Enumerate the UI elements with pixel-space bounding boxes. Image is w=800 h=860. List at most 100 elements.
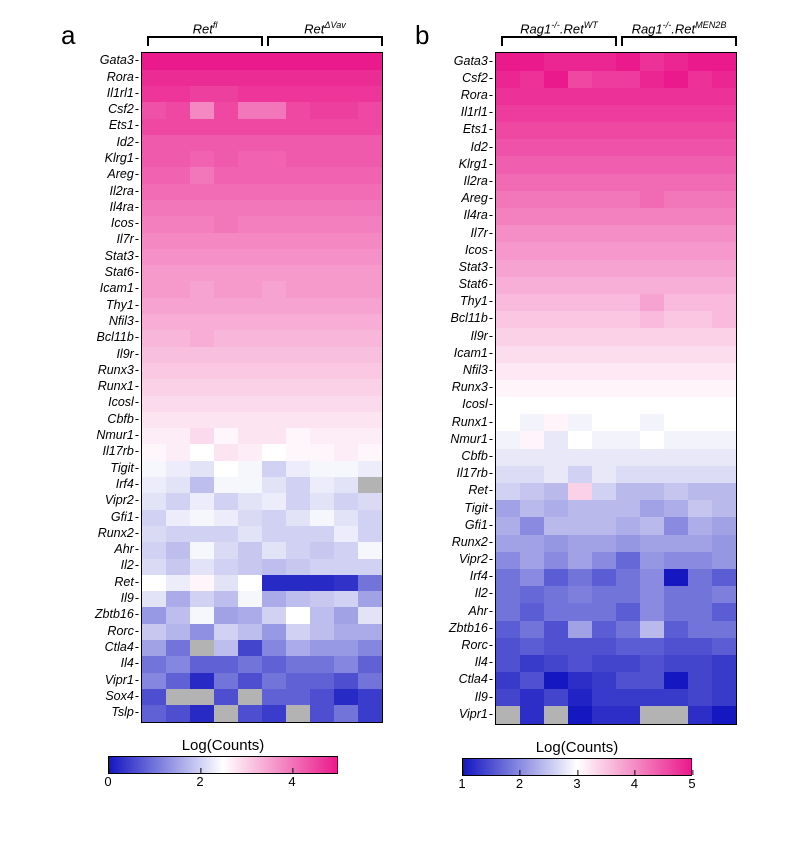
- heatmap-cell: [568, 517, 592, 534]
- heatmap-cell: [496, 569, 520, 586]
- heatmap-cell: [640, 569, 664, 586]
- heatmap-cell: [214, 86, 238, 102]
- heatmap-cell: [358, 135, 382, 151]
- heatmap-cell: [688, 225, 712, 242]
- heatmap-cell: [334, 281, 358, 297]
- heatmap-cell: [286, 216, 310, 232]
- heatmap-cell: [214, 249, 238, 265]
- heatmap-cell: [358, 477, 382, 493]
- heatmap-cell: [496, 88, 520, 105]
- heatmap-cell: [520, 466, 544, 483]
- heatmap-cell: [358, 461, 382, 477]
- heatmap-cell: [238, 363, 262, 379]
- heatmap-cell: [238, 281, 262, 297]
- heatmap-cell: [358, 559, 382, 575]
- heatmap-cell: [190, 281, 214, 297]
- heatmap-cell: [262, 444, 286, 460]
- heatmap-cell: [592, 191, 616, 208]
- heatmap-cell: [640, 449, 664, 466]
- heatmap-cell: [592, 311, 616, 328]
- heatmap-cell: [142, 673, 166, 689]
- heatmap-cell: [568, 689, 592, 706]
- heatmap-cell: [520, 328, 544, 345]
- heatmap-cell: [214, 624, 238, 640]
- heatmap-cell: [286, 461, 310, 477]
- heatmap-cell: [190, 200, 214, 216]
- heatmap-cell: [262, 526, 286, 542]
- heatmap-cell: [640, 122, 664, 139]
- heatmap-cell: [142, 265, 166, 281]
- heatmap-cell: [664, 689, 688, 706]
- heatmap-cell: [214, 656, 238, 672]
- heatmap-cell: [712, 535, 736, 552]
- heatmap-cell: [568, 225, 592, 242]
- gene-label: Ctla4: [83, 639, 141, 655]
- heatmap-cell: [214, 444, 238, 460]
- heatmap-cell: [214, 542, 238, 558]
- heatmap-cell: [592, 174, 616, 191]
- heatmap-cell: [664, 208, 688, 225]
- heatmap-cell: [214, 135, 238, 151]
- heatmap-cell: [310, 298, 334, 314]
- heatmap-cell: [358, 575, 382, 591]
- group-label: Retfl: [145, 20, 265, 52]
- gene-label: Nfil3: [437, 362, 495, 379]
- heatmap-cell: [616, 449, 640, 466]
- heatmap-cell: [616, 225, 640, 242]
- heatmap-cell: [190, 673, 214, 689]
- gene-label: Rora: [437, 87, 495, 104]
- panel-a: aRetflRetΔVavGata3RoraIl1rl1Csf2Ets1Id2K…: [61, 20, 385, 794]
- heatmap-cell: [568, 706, 592, 723]
- legend-tick: 2: [196, 774, 203, 789]
- heatmap-cell: [310, 607, 334, 623]
- heatmap-cell: [214, 477, 238, 493]
- heatmap-cell: [496, 500, 520, 517]
- heatmap-cell: [190, 542, 214, 558]
- heatmap-cell: [664, 105, 688, 122]
- heatmap-cell: [358, 233, 382, 249]
- heatmap-cell: [286, 591, 310, 607]
- heatmap-cell: [286, 102, 310, 118]
- heatmap-grid: [141, 52, 383, 722]
- heatmap-cell: [334, 559, 358, 575]
- heatmap-cell: [640, 621, 664, 638]
- gene-label: Il17rb: [83, 443, 141, 459]
- heatmap-cell: [544, 621, 568, 638]
- heatmap-cell: [568, 88, 592, 105]
- heatmap-cell: [142, 607, 166, 623]
- gene-label: Rora: [83, 69, 141, 85]
- heatmap-cell: [688, 603, 712, 620]
- heatmap-cell: [142, 347, 166, 363]
- heatmap-cell: [712, 122, 736, 139]
- heatmap-cell: [286, 689, 310, 705]
- heatmap-cell: [286, 200, 310, 216]
- heatmap-cell: [496, 139, 520, 156]
- heatmap-cell: [166, 102, 190, 118]
- heatmap-cell: [142, 542, 166, 558]
- heatmap-cell: [190, 396, 214, 412]
- heatmap-cell: [496, 706, 520, 723]
- gene-label: Icosl: [83, 395, 141, 411]
- heatmap-cell: [262, 689, 286, 705]
- heatmap-cell: [616, 466, 640, 483]
- heatmap-cell: [166, 281, 190, 297]
- heatmap-cell: [238, 184, 262, 200]
- heatmap-cell: [286, 53, 310, 69]
- heatmap-cell: [616, 483, 640, 500]
- gene-label: Irf4: [437, 568, 495, 585]
- heatmap-cell: [334, 53, 358, 69]
- heatmap-cell: [238, 607, 262, 623]
- heatmap-cell: [712, 277, 736, 294]
- heatmap-cell: [142, 53, 166, 69]
- heatmap-cell: [640, 397, 664, 414]
- heatmap-cell: [616, 88, 640, 105]
- heatmap-cell: [334, 493, 358, 509]
- heatmap-cell: [142, 200, 166, 216]
- heatmap-cell: [544, 466, 568, 483]
- heatmap-cell: [142, 575, 166, 591]
- heatmap-cell: [142, 216, 166, 232]
- heatmap-cell: [214, 640, 238, 656]
- heatmap-cell: [358, 102, 382, 118]
- heatmap-cell: [310, 102, 334, 118]
- heatmap-cell: [166, 673, 190, 689]
